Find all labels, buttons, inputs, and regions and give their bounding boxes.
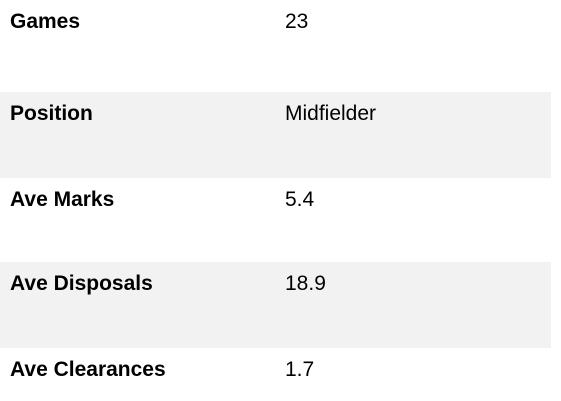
row-value: 5.4 xyxy=(285,188,315,211)
row-label: Ave Clearances xyxy=(10,358,166,381)
row-value: 18.9 xyxy=(285,272,326,295)
table-row: Ave Disposals 18.9 xyxy=(0,262,551,348)
row-label: Games xyxy=(10,10,81,33)
row-value: 23 xyxy=(285,10,309,33)
table-row: Ave Clearances 1.7 xyxy=(0,348,551,401)
table-row: Games 23 xyxy=(0,0,551,92)
table-row: Ave Marks 5.4 xyxy=(0,178,551,262)
row-value: 1.7 xyxy=(285,358,315,381)
row-label: Position xyxy=(10,102,93,125)
row-label: Ave Disposals xyxy=(10,272,153,295)
table-row: Position Midfielder xyxy=(0,92,551,178)
row-value: Midfielder xyxy=(285,102,377,125)
row-label: Ave Marks xyxy=(10,188,115,211)
